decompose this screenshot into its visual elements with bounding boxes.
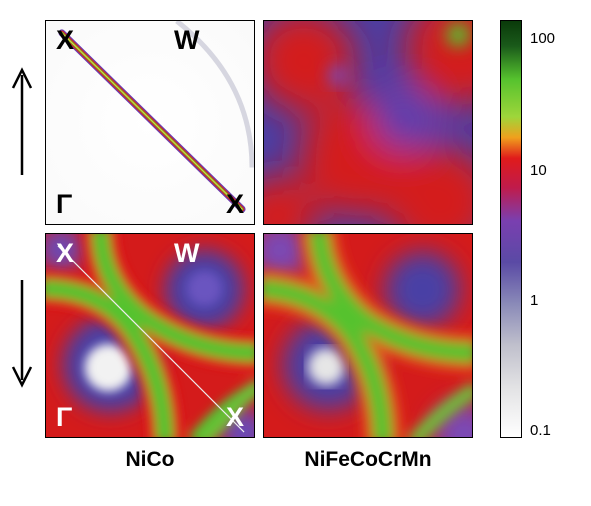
colorbar-ticks: 100 10 1 0.1 [530, 20, 585, 440]
spin-down-arrow [10, 275, 35, 395]
panel-hea-up [263, 20, 473, 225]
col-label-hea: NiFeCoCrMn [263, 448, 473, 472]
colorbar [500, 20, 522, 438]
sym-gamma-2: Γ [56, 404, 72, 431]
sym-x-tl-2: X [56, 240, 74, 267]
spin-up-arrow [10, 60, 35, 180]
cbar-tick-100: 100 [530, 30, 555, 47]
panel-nico-up: X W Γ X [45, 20, 255, 225]
sym-w-2: W [174, 240, 199, 267]
panel-grid: X W Γ X [45, 20, 485, 440]
cbar-tick-0p1: 0.1 [530, 422, 551, 439]
sym-gamma: Γ [56, 191, 72, 218]
sym-x-br: X [226, 191, 244, 218]
sym-x-br-2: X [226, 404, 244, 431]
panel-nico-down: X W Γ X [45, 233, 255, 438]
panel-hea-down [263, 233, 473, 438]
cbar-tick-10: 10 [530, 162, 547, 179]
col-label-nico: NiCo [45, 448, 255, 472]
cbar-tick-1: 1 [530, 292, 538, 309]
sym-w: W [174, 27, 199, 54]
column-labels: NiCo NiFeCoCrMn [45, 448, 485, 472]
sym-x-tl: X [56, 27, 74, 54]
